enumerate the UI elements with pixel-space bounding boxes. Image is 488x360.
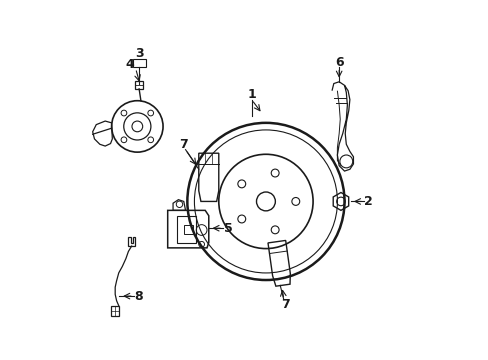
Text: 6: 6 [334, 56, 343, 69]
Text: 2: 2 [364, 195, 372, 208]
Text: 1: 1 [247, 89, 256, 102]
Text: 7: 7 [281, 298, 289, 311]
Text: 8: 8 [134, 289, 142, 303]
Text: 7: 7 [178, 139, 187, 152]
Text: 4: 4 [125, 58, 134, 71]
Text: 3: 3 [135, 47, 143, 60]
Text: 5: 5 [224, 222, 232, 235]
